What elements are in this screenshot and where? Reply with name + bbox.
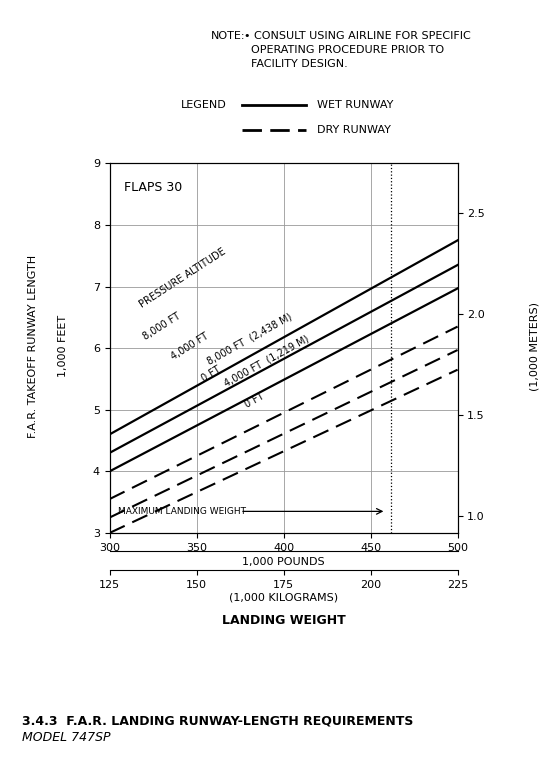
Text: DRY RUNWAY: DRY RUNWAY [317, 125, 391, 135]
Text: (1,000 KILOGRAMS): (1,000 KILOGRAMS) [229, 592, 338, 602]
Text: MODEL 747SP: MODEL 747SP [22, 731, 110, 745]
Text: WET RUNWAY: WET RUNWAY [317, 100, 393, 110]
Text: LANDING WEIGHT: LANDING WEIGHT [222, 614, 345, 627]
Text: FLAPS 30: FLAPS 30 [123, 180, 182, 194]
Text: 8,000 FT  (2,438 M): 8,000 FT (2,438 M) [206, 312, 294, 366]
Text: LEGEND: LEGEND [181, 100, 226, 110]
Text: 1,000 FEET: 1,000 FEET [58, 315, 68, 377]
Text: NOTE:: NOTE: [211, 31, 246, 41]
Text: 4,000 FT: 4,000 FT [169, 331, 210, 362]
Text: MAXIMUM LANDING WEIGHT: MAXIMUM LANDING WEIGHT [118, 507, 246, 516]
Text: F.A.R. TAKEOFF RUNWAY LENGTH: F.A.R. TAKEOFF RUNWAY LENGTH [28, 254, 38, 438]
Text: 4,000 FT  (1,219 M): 4,000 FT (1,219 M) [222, 333, 311, 388]
Text: (1,000 METERS): (1,000 METERS) [529, 302, 539, 391]
Text: 0 FT: 0 FT [200, 364, 223, 384]
Text: 3.4.3  F.A.R. LANDING RUNWAY-LENGTH REQUIREMENTS: 3.4.3 F.A.R. LANDING RUNWAY-LENGTH REQUI… [22, 714, 413, 727]
Text: 8,000 FT: 8,000 FT [141, 311, 182, 342]
Text: • CONSULT USING AIRLINE FOR SPECIFIC
  OPERATING PROCEDURE PRIOR TO
  FACILITY D: • CONSULT USING AIRLINE FOR SPECIFIC OPE… [244, 31, 471, 69]
Text: PRESSURE ALTITUDE: PRESSURE ALTITUDE [138, 247, 227, 310]
Text: 0 FT: 0 FT [243, 391, 266, 410]
X-axis label: 1,000 POUNDS: 1,000 POUNDS [242, 557, 325, 567]
